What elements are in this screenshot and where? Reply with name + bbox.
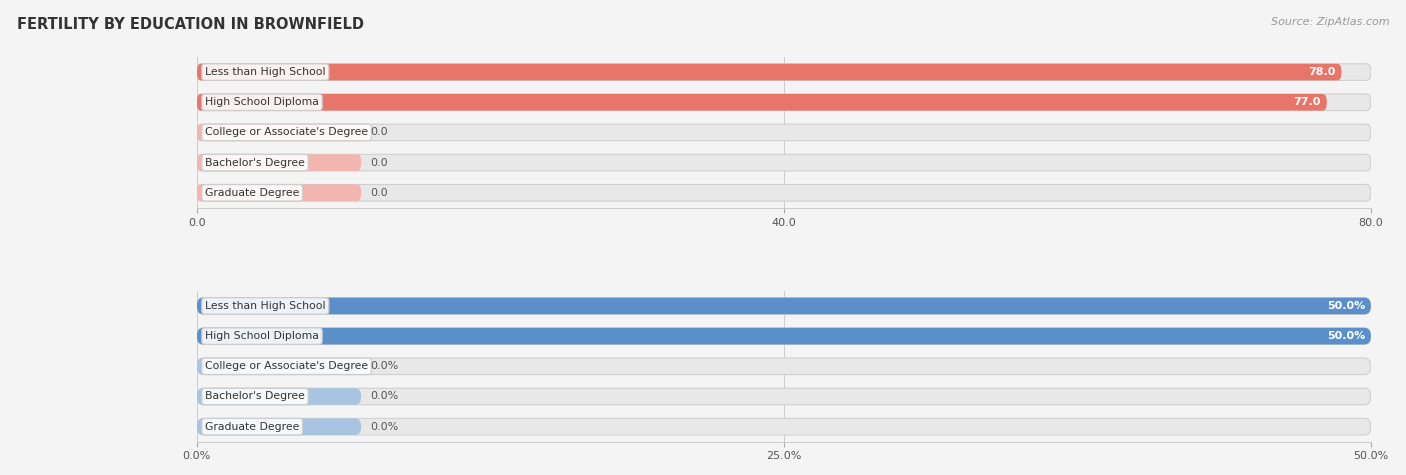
- FancyBboxPatch shape: [197, 184, 361, 201]
- FancyBboxPatch shape: [197, 94, 1327, 111]
- FancyBboxPatch shape: [197, 418, 361, 435]
- Text: 0.0%: 0.0%: [371, 361, 399, 371]
- Text: FERTILITY BY EDUCATION IN BROWNFIELD: FERTILITY BY EDUCATION IN BROWNFIELD: [17, 17, 364, 32]
- FancyBboxPatch shape: [197, 328, 1371, 344]
- FancyBboxPatch shape: [197, 358, 361, 375]
- Text: Less than High School: Less than High School: [205, 67, 326, 77]
- FancyBboxPatch shape: [197, 184, 1371, 201]
- Text: Bachelor's Degree: Bachelor's Degree: [205, 158, 305, 168]
- FancyBboxPatch shape: [197, 388, 361, 405]
- FancyBboxPatch shape: [197, 358, 1371, 375]
- Text: 0.0: 0.0: [371, 158, 388, 168]
- Text: 78.0: 78.0: [1308, 67, 1336, 77]
- FancyBboxPatch shape: [197, 298, 1371, 314]
- FancyBboxPatch shape: [197, 388, 1371, 405]
- Text: 77.0: 77.0: [1294, 97, 1322, 107]
- FancyBboxPatch shape: [197, 124, 361, 141]
- FancyBboxPatch shape: [197, 298, 1371, 314]
- FancyBboxPatch shape: [197, 94, 1371, 111]
- Text: 0.0: 0.0: [371, 188, 388, 198]
- Text: 0.0%: 0.0%: [371, 391, 399, 401]
- Text: 50.0%: 50.0%: [1327, 331, 1365, 341]
- FancyBboxPatch shape: [197, 328, 1371, 344]
- Text: High School Diploma: High School Diploma: [205, 331, 319, 341]
- Text: High School Diploma: High School Diploma: [205, 97, 319, 107]
- Text: Graduate Degree: Graduate Degree: [205, 422, 299, 432]
- FancyBboxPatch shape: [197, 124, 1371, 141]
- Text: Less than High School: Less than High School: [205, 301, 326, 311]
- Text: 0.0: 0.0: [371, 127, 388, 137]
- Text: 0.0%: 0.0%: [371, 422, 399, 432]
- Text: College or Associate's Degree: College or Associate's Degree: [205, 127, 368, 137]
- FancyBboxPatch shape: [197, 64, 1341, 80]
- Text: Source: ZipAtlas.com: Source: ZipAtlas.com: [1271, 17, 1389, 27]
- Text: Graduate Degree: Graduate Degree: [205, 188, 299, 198]
- Text: Bachelor's Degree: Bachelor's Degree: [205, 391, 305, 401]
- Text: 50.0%: 50.0%: [1327, 301, 1365, 311]
- FancyBboxPatch shape: [197, 154, 361, 171]
- FancyBboxPatch shape: [197, 154, 1371, 171]
- FancyBboxPatch shape: [197, 418, 1371, 435]
- FancyBboxPatch shape: [197, 64, 1371, 80]
- Text: College or Associate's Degree: College or Associate's Degree: [205, 361, 368, 371]
